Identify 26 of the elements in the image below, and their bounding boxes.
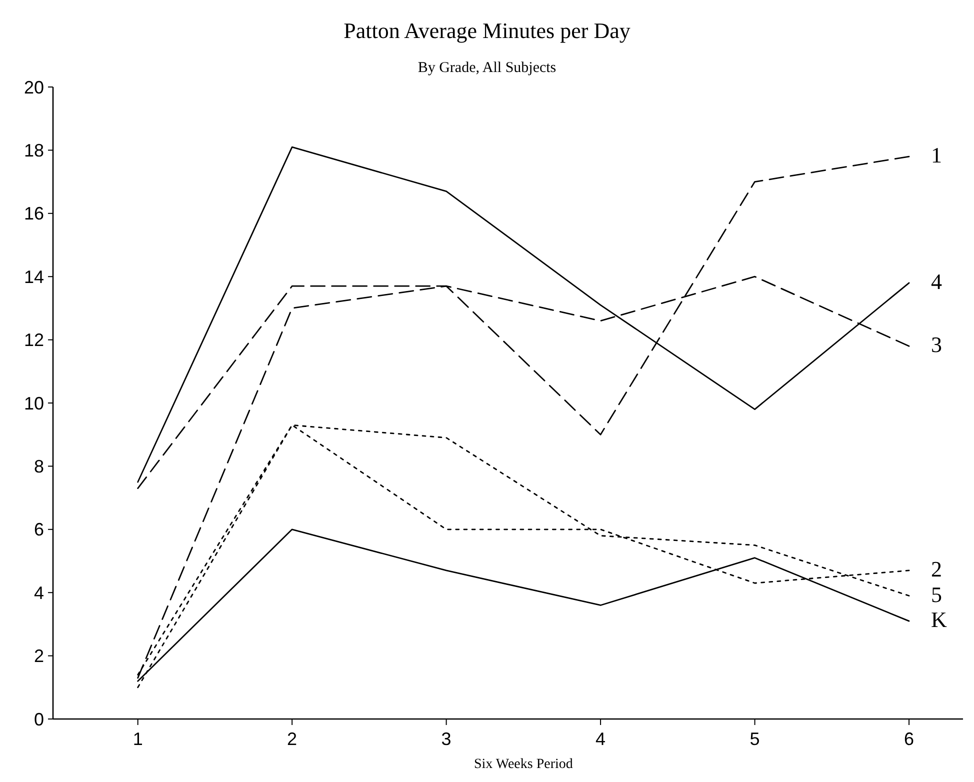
series-label: 1 bbox=[931, 142, 942, 168]
series-label: 5 bbox=[931, 582, 942, 607]
x-tick-label: 1 bbox=[132, 729, 143, 749]
x-axis-title: Six Weeks Period bbox=[474, 757, 573, 772]
chart-subtitle: By Grade, All Subjects bbox=[418, 60, 556, 76]
series-label: 2 bbox=[931, 556, 942, 582]
y-tick-label: 14 bbox=[24, 266, 44, 287]
y-tick-label: 12 bbox=[24, 330, 44, 350]
x-tick-label: 4 bbox=[596, 729, 606, 749]
series-label: 3 bbox=[931, 332, 942, 358]
y-tick-label: 10 bbox=[24, 393, 44, 414]
y-tick-label: 18 bbox=[24, 140, 44, 160]
chart-title: Patton Average Minutes per Day bbox=[344, 18, 630, 43]
y-tick-label: 0 bbox=[34, 709, 44, 730]
x-tick-label: 6 bbox=[904, 729, 914, 749]
y-tick-label: 4 bbox=[34, 582, 44, 603]
y-tick-label: 6 bbox=[34, 520, 44, 540]
y-tick-label: 20 bbox=[24, 77, 44, 98]
series-label: K bbox=[931, 607, 948, 632]
x-tick-label: 5 bbox=[750, 729, 760, 749]
y-tick-label: 8 bbox=[34, 456, 44, 476]
x-tick-label: 3 bbox=[441, 729, 452, 749]
y-tick-label: 16 bbox=[24, 204, 44, 224]
series-label: 4 bbox=[931, 268, 942, 294]
x-tick-label: 2 bbox=[287, 729, 298, 749]
y-tick-label: 2 bbox=[34, 646, 44, 666]
